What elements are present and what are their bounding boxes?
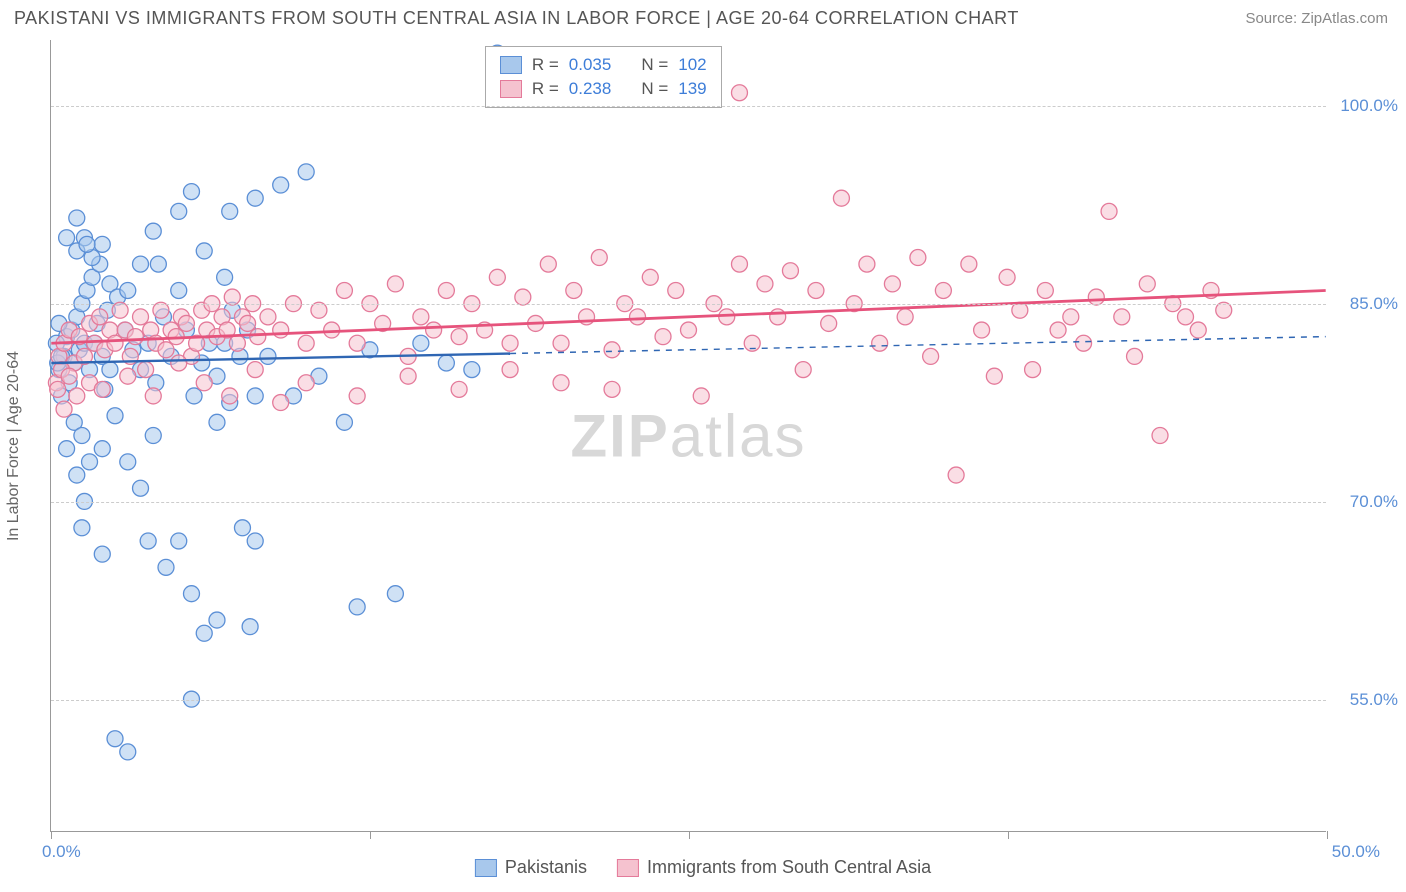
- n-label: N =: [641, 79, 668, 99]
- swatch-icon: [500, 56, 522, 74]
- legend-bottom: Pakistanis Immigrants from South Central…: [475, 857, 931, 878]
- legend-item-immigrants: Immigrants from South Central Asia: [617, 857, 931, 878]
- swatch-icon: [475, 859, 497, 877]
- legend-item-pakistanis: Pakistanis: [475, 857, 587, 878]
- legend-top-row: R = 0.238 N = 139: [500, 77, 707, 101]
- y-tick-label: 85.0%: [1350, 294, 1398, 314]
- y-tick-label: 70.0%: [1350, 492, 1398, 512]
- x-tick-min: 0.0%: [42, 842, 81, 862]
- n-value: 139: [678, 79, 706, 99]
- n-value: 102: [678, 55, 706, 75]
- source-label: Source: ZipAtlas.com: [1245, 10, 1388, 27]
- chart-title: PAKISTANI VS IMMIGRANTS FROM SOUTH CENTR…: [14, 8, 1019, 29]
- r-value: 0.035: [569, 55, 612, 75]
- swatch-icon: [500, 80, 522, 98]
- y-tick-label: 55.0%: [1350, 690, 1398, 710]
- swatch-icon: [617, 859, 639, 877]
- legend-label-0: Pakistanis: [505, 857, 587, 878]
- legend-correlation-box: R = 0.035 N = 102 R = 0.238 N = 139: [485, 46, 722, 108]
- legend-label-1: Immigrants from South Central Asia: [647, 857, 931, 878]
- y-tick-label: 100.0%: [1340, 96, 1398, 116]
- y-axis-label: In Labor Force | Age 20-64: [5, 351, 23, 541]
- r-value: 0.238: [569, 79, 612, 99]
- r-label: R =: [532, 79, 559, 99]
- n-label: N =: [641, 55, 668, 75]
- x-tick-max: 50.0%: [1332, 842, 1380, 862]
- scatter-svg: [51, 40, 1326, 831]
- chart-plot-area: ZIPatlas R = 0.035 N = 102 R = 0.238 N =…: [50, 40, 1326, 832]
- legend-top-row: R = 0.035 N = 102: [500, 53, 707, 77]
- r-label: R =: [532, 55, 559, 75]
